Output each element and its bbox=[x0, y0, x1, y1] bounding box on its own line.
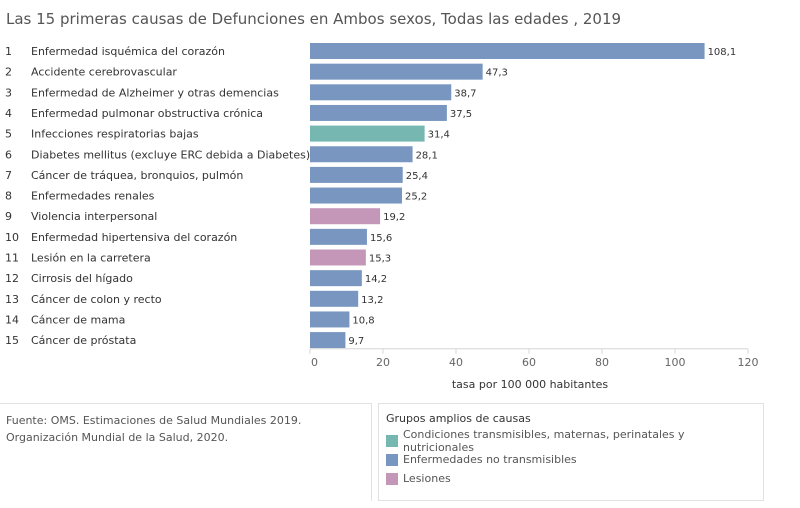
bar[interactable] bbox=[310, 270, 362, 287]
category-label: Cáncer de próstata bbox=[31, 334, 136, 347]
legend-label: Condiciones transmisibles, maternas, per… bbox=[403, 427, 685, 454]
legend-label: Enfermedades no transmisibles bbox=[403, 453, 577, 466]
bar[interactable] bbox=[310, 146, 413, 163]
bar-value-label: 25,2 bbox=[405, 192, 427, 203]
category-label: Diabetes mellitus (excluye ERC debida a … bbox=[31, 148, 310, 161]
category-label: Infecciones respiratorias bajas bbox=[31, 128, 199, 141]
category-label: Enfermedad pulmonar obstructiva crónica bbox=[31, 107, 263, 120]
rank-label: 4 bbox=[5, 107, 12, 120]
bar-value-label: 28,1 bbox=[416, 150, 438, 161]
category-label: Cáncer de tráquea, bronquios, pulmón bbox=[31, 169, 243, 182]
legend-title: Grupos amplios de causas bbox=[386, 412, 531, 425]
rank-label: 6 bbox=[5, 148, 12, 161]
bar[interactable] bbox=[310, 125, 425, 142]
category-label: Accidente cerebrovascular bbox=[31, 66, 177, 79]
bar[interactable] bbox=[310, 63, 483, 80]
x-tick-label: 80 bbox=[595, 356, 609, 369]
category-label: Enfermedades renales bbox=[31, 190, 155, 203]
legend-item-lesiones[interactable]: Lesiones bbox=[386, 469, 756, 488]
x-tick-label: 120 bbox=[738, 356, 759, 369]
bar-value-label: 31,4 bbox=[428, 130, 450, 141]
rank-label: 14 bbox=[5, 313, 19, 326]
rank-label: 9 bbox=[5, 210, 12, 223]
source-text: OMS. Estimaciones de Salud Mundiales 201… bbox=[6, 414, 302, 444]
chart-title: Las 15 primeras causas de Defunciones en… bbox=[6, 10, 622, 28]
category-label: Enfermedad hipertensiva del corazón bbox=[31, 231, 237, 244]
bar[interactable] bbox=[310, 228, 367, 245]
bar-value-label: 10,8 bbox=[352, 315, 374, 326]
source-note: Fuente: OMS. Estimaciones de Salud Mundi… bbox=[0, 403, 372, 501]
bar-value-label: 14,2 bbox=[365, 274, 387, 285]
rank-label: 13 bbox=[5, 293, 19, 306]
bar-value-label: 25,4 bbox=[406, 171, 428, 182]
rank-label: 2 bbox=[5, 66, 12, 79]
rank-label: 11 bbox=[5, 252, 19, 265]
bar-value-label: 9,7 bbox=[348, 336, 364, 347]
bar-value-label: 47,3 bbox=[486, 68, 508, 79]
legend-item-no-transmisibles[interactable]: Enfermedades no transmisibles bbox=[386, 450, 756, 469]
bar[interactable] bbox=[310, 290, 359, 307]
rank-label: 1 bbox=[5, 45, 12, 58]
bar-value-label: 15,6 bbox=[370, 233, 392, 244]
legend: Grupos amplios de causas Condiciones tra… bbox=[378, 403, 764, 501]
bar-value-label: 15,3 bbox=[369, 254, 391, 265]
bar-value-label: 108,1 bbox=[708, 47, 737, 58]
rank-label: 7 bbox=[5, 169, 12, 182]
rank-label: 3 bbox=[5, 86, 12, 99]
rank-label: 8 bbox=[5, 190, 12, 203]
category-label: Lesión en la carretera bbox=[31, 252, 151, 265]
bar[interactable] bbox=[310, 249, 366, 266]
x-tick-label: 100 bbox=[665, 356, 686, 369]
x-tick-label: 40 bbox=[449, 356, 463, 369]
bar-value-label: 19,2 bbox=[383, 212, 405, 223]
bar[interactable] bbox=[310, 311, 350, 328]
bar[interactable] bbox=[310, 166, 403, 183]
category-label: Enfermedad isquémica del corazón bbox=[31, 45, 225, 58]
bar[interactable] bbox=[310, 104, 447, 121]
legend-swatch bbox=[386, 453, 398, 466]
rank-label: 15 bbox=[5, 334, 19, 347]
rank-label: 10 bbox=[5, 231, 19, 244]
x-tick-label: 20 bbox=[376, 356, 390, 369]
bar-chart: 1 Enfermedad isquémica del corazón 108,1 2 A… bbox=[5, 43, 759, 391]
x-axis-label: tasa por 100 000 habitantes bbox=[452, 378, 609, 391]
source-label: Fuente: bbox=[6, 414, 48, 427]
legend-item-transmisibles[interactable]: Condiciones transmisibles, maternas, per… bbox=[386, 428, 756, 454]
category-label: Violencia interpersonal bbox=[31, 210, 157, 223]
bar[interactable] bbox=[310, 187, 402, 204]
bar-value-label: 37,5 bbox=[450, 109, 472, 120]
legend-swatch bbox=[386, 472, 398, 485]
rank-label: 5 bbox=[5, 128, 12, 141]
legend-swatch bbox=[386, 434, 398, 447]
bar[interactable] bbox=[310, 84, 452, 101]
category-label: Cáncer de colon y recto bbox=[31, 293, 162, 306]
legend-label: Lesiones bbox=[403, 472, 451, 485]
bar-value-label: 38,7 bbox=[454, 88, 476, 99]
bar-value-label: 13,2 bbox=[361, 295, 383, 306]
bar[interactable] bbox=[310, 208, 381, 225]
x-tick-label: 60 bbox=[522, 356, 536, 369]
category-label: Enfermedad de Alzheimer y otras demencia… bbox=[31, 86, 279, 99]
bar[interactable] bbox=[310, 332, 346, 349]
category-label: Cáncer de mama bbox=[31, 313, 125, 326]
rank-label: 12 bbox=[5, 272, 19, 285]
x-tick-label: 0 bbox=[311, 356, 318, 369]
bar[interactable] bbox=[310, 43, 705, 59]
category-label: Cirrosis del hígado bbox=[31, 272, 133, 285]
